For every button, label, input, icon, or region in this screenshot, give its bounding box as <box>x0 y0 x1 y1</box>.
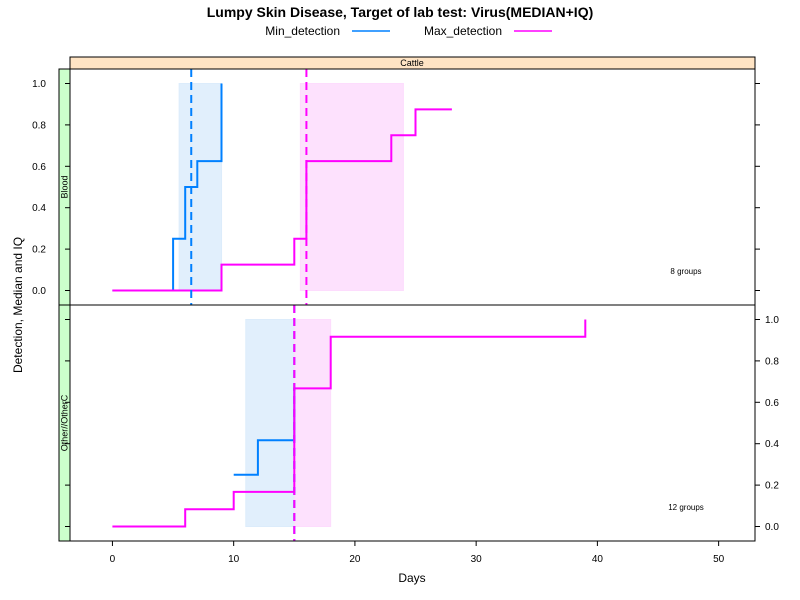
series-line-max-other <box>112 319 587 528</box>
group-count-note-other: 12 groups <box>668 503 704 512</box>
series-line-min-blood <box>112 83 223 292</box>
y-tick-label-blood: 0.8 <box>32 120 46 131</box>
legend-label-min: Min_detection <box>265 24 340 38</box>
iqr-band-max-other <box>293 318 332 528</box>
y-tick-label-other: 0.4 <box>765 439 779 450</box>
y-tick-label-other: 0.2 <box>765 481 779 492</box>
x-tick-label: 30 <box>471 554 483 565</box>
panel-frame-other <box>69 304 756 542</box>
x-tick-label: 40 <box>592 554 604 565</box>
legend-label-max: Max_detection <box>424 24 502 38</box>
x-tick-label: 10 <box>228 554 240 565</box>
x-tick-label: 0 <box>110 554 116 565</box>
y-tick-label-other: 0.8 <box>765 356 779 367</box>
y-tick-label-other: 0.0 <box>765 522 779 533</box>
group-count-note-blood: 8 groups <box>670 267 701 276</box>
y-tick-label-blood: 0.6 <box>32 162 46 173</box>
row-strip-label-blood: Blood <box>60 175 70 198</box>
panel-blood: Blood 8 groups 0.0 0.2 0.4 0.6 0.8 1.0 <box>32 68 760 306</box>
chart-title: Lumpy Skin Disease, Target of lab test: … <box>207 4 594 20</box>
y-tick-label-blood: 0.2 <box>32 245 46 256</box>
iqr-band-min-other <box>245 318 295 528</box>
y-tick-label-other: 0.6 <box>765 398 779 409</box>
y-tick-label-blood: 0.0 <box>32 286 46 297</box>
column-strip: Cattle <box>69 56 756 70</box>
panel-other: Other//OtherC 12 groups 0.0 0.2 0.4 0.6 0.8 1… <box>58 304 779 542</box>
legend: Min_detection Max_detection <box>265 24 552 38</box>
row-strip-label-other: Other//OtherC <box>60 394 70 451</box>
y-tick-label-blood: 0.4 <box>32 203 46 214</box>
y-tick-label-blood: 1.0 <box>32 79 46 90</box>
x-tick-label: 50 <box>713 554 725 565</box>
column-strip-label: Cattle <box>400 58 424 68</box>
x-axis: 0 10 20 30 40 50 <box>110 541 725 565</box>
iqr-band-max-blood <box>299 82 404 292</box>
y-axis-label: Detection, Median and IQ <box>11 237 25 373</box>
x-tick-label: 20 <box>349 554 361 565</box>
x-axis-label: Days <box>398 571 425 585</box>
y-tick-label-other: 1.0 <box>765 315 779 326</box>
